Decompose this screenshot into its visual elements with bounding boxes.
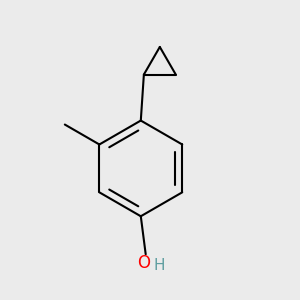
Text: H: H: [154, 258, 165, 273]
Text: O: O: [137, 254, 150, 272]
